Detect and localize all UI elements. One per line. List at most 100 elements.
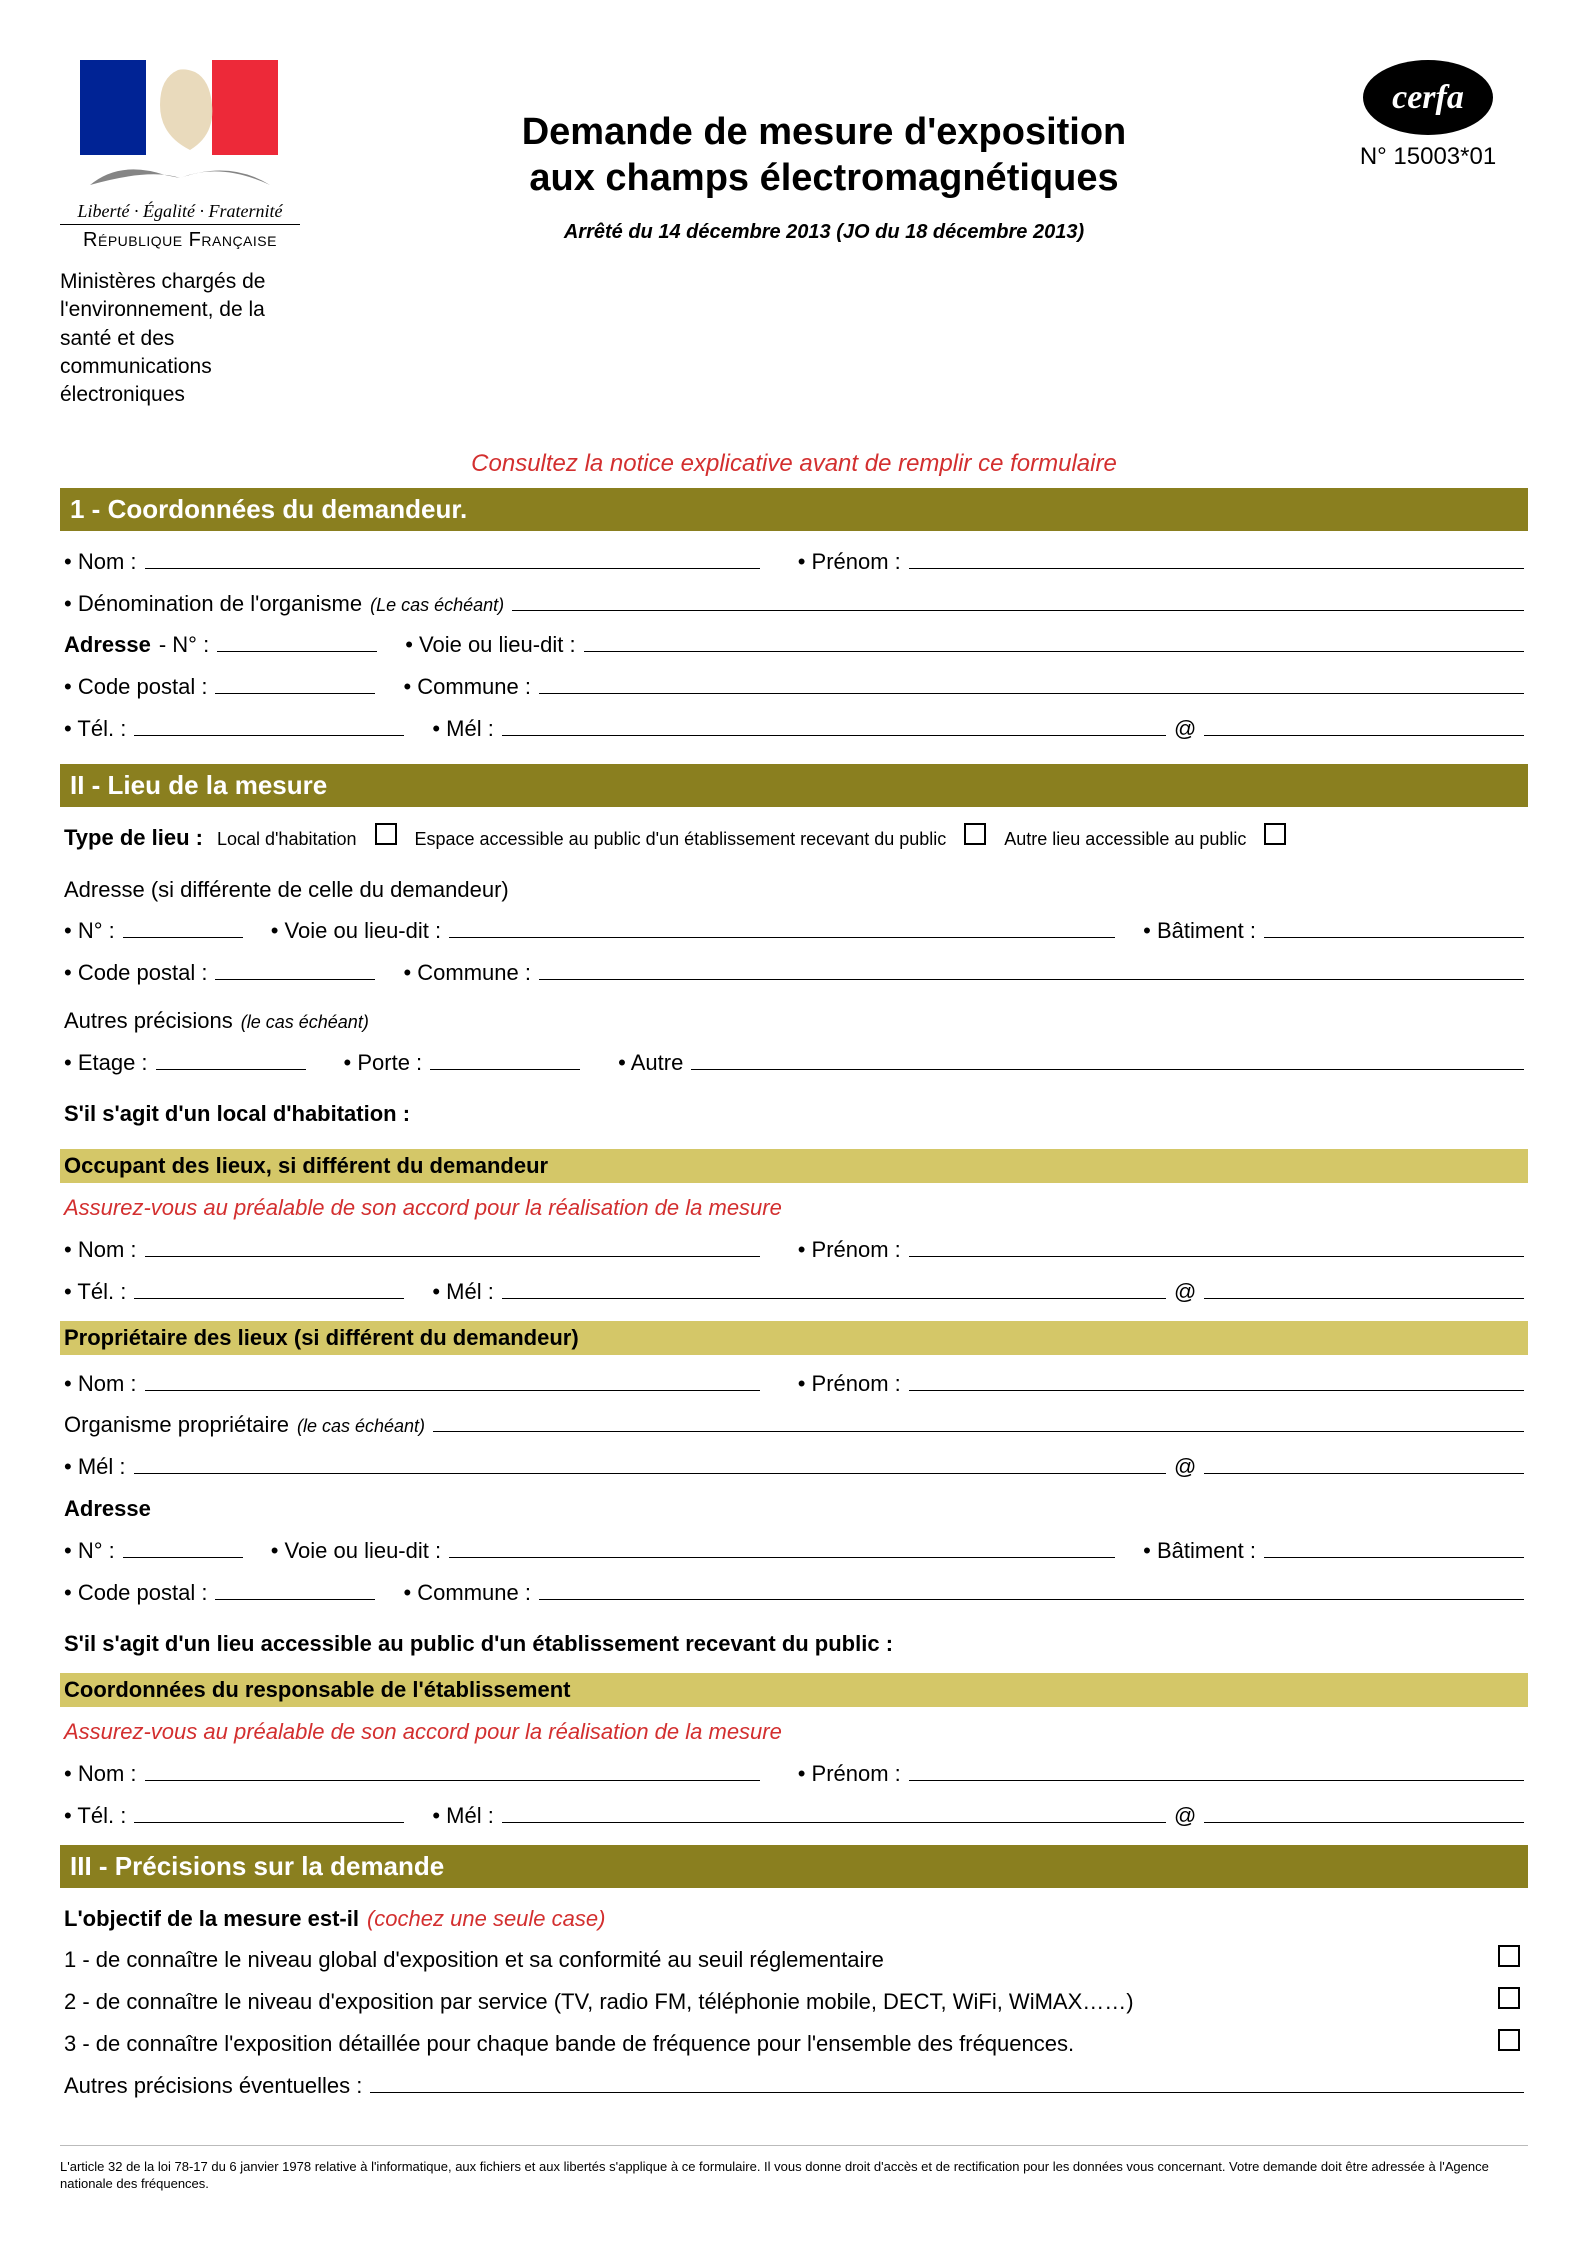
s2-occ-nom-label: • Nom : [64, 1229, 137, 1271]
s2-type-opt2: Espace accessible au public d'un établis… [415, 822, 947, 856]
s2-n-field[interactable] [123, 914, 243, 938]
s1-mel-domain-field[interactable] [1204, 712, 1524, 736]
section1-header: 1 - Coordonnées du demandeur. [60, 488, 1528, 531]
s1-prenom-label: • Prénom : [798, 541, 901, 583]
s2-voie-label: • Voie ou lieu-dit : [271, 910, 441, 952]
s2-commune-label: • Commune : [403, 952, 531, 994]
s1-mel-label: • Mél : [432, 708, 494, 750]
s2-autre-label: • Autre [618, 1042, 683, 1084]
s2-resp-tel-field[interactable] [134, 1799, 404, 1823]
title-column: Demande de mesure d'exposition aux champ… [350, 60, 1298, 244]
s2-occ-prenom-field[interactable] [909, 1233, 1524, 1257]
s2-if-erp: S'il s'agit d'un lieu accessible au publ… [64, 1623, 893, 1665]
s3-opt3: 3 - de connaître l'exposition détaillée … [64, 2023, 1486, 2065]
s2-prop-prenom-label: • Prénom : [798, 1363, 901, 1405]
s2-if-habitation: S'il s'agit d'un local d'habitation : [64, 1093, 410, 1135]
s1-adresse-label: Adresse [64, 624, 151, 666]
s2-prop-cp-field[interactable] [215, 1575, 375, 1599]
s2-resp-nom-field[interactable] [145, 1757, 760, 1781]
s1-prenom-field[interactable] [909, 545, 1524, 569]
cerfa-column: cerfa N° 15003*01 [1328, 60, 1528, 171]
s2-accord2: Assurez-vous au préalable de son accord … [64, 1711, 1524, 1753]
s3-autres-field[interactable] [370, 2069, 1524, 2093]
s2-type-chk2[interactable] [964, 823, 986, 845]
cerfa-number: N° 15003*01 [1328, 143, 1528, 171]
s2-porte-field[interactable] [430, 1046, 580, 1070]
s2-prop-bat-field[interactable] [1264, 1534, 1524, 1558]
s2-resp-nom-label: • Nom : [64, 1753, 137, 1795]
s2-type-opt3: Autre lieu accessible au public [1004, 822, 1246, 856]
s2-org-hint: (le cas échéant) [297, 1409, 425, 1443]
s1-tel-field[interactable] [134, 712, 404, 736]
s2-occ-mel-domain[interactable] [1204, 1275, 1524, 1299]
s3-chk3[interactable] [1498, 2029, 1520, 2051]
s2-resp-mel-domain[interactable] [1204, 1799, 1524, 1823]
s1-mel-field[interactable] [502, 712, 1166, 736]
section3-header: III - Précisions sur la demande [60, 1845, 1528, 1888]
s2-prop-at: @ [1174, 1446, 1196, 1488]
motto-text: Liberté · Égalité · Fraternité [60, 201, 300, 222]
s1-n-field[interactable] [217, 628, 377, 652]
s1-commune-field[interactable] [539, 670, 1524, 694]
s2-type-label: Type de lieu : [64, 817, 203, 859]
rf-logo [60, 60, 300, 190]
ministries-text: Ministères chargés de l'environnement, d… [60, 268, 320, 410]
s1-commune-label: • Commune : [403, 666, 531, 708]
s2-prop-cp-label: • Code postal : [64, 1572, 207, 1614]
s2-occ-mel-field[interactable] [502, 1275, 1166, 1299]
s2-prop-mel-domain[interactable] [1204, 1450, 1524, 1474]
s2-prop-bat-label: • Bâtiment : [1143, 1530, 1256, 1572]
s2-occ-tel-field[interactable] [134, 1275, 404, 1299]
s1-cp-field[interactable] [215, 670, 375, 694]
s2-prop-voie-label: • Voie ou lieu-dit : [271, 1530, 441, 1572]
s2-addr-diff: Adresse (si différente de celle du deman… [64, 869, 509, 911]
s2-etage-field[interactable] [156, 1046, 306, 1070]
s1-voie-field[interactable] [584, 628, 1524, 652]
logo-column: Liberté · Égalité · Fraternité Républiqu… [60, 60, 320, 410]
section3-body: L'objectif de la mesure est-il (cochez u… [60, 1888, 1528, 2121]
s1-at: @ [1174, 708, 1196, 750]
section1-body: • Nom : • Prénom : • Dénomination de l'o… [60, 531, 1528, 764]
s2-prop-mel-label: • Mél : [64, 1446, 126, 1488]
s2-prop-nom-field[interactable] [145, 1366, 760, 1390]
subtitle: Arrêté du 14 décembre 2013 (JO du 18 déc… [350, 221, 1298, 244]
s2-voie-field[interactable] [449, 914, 1115, 938]
s2-cp-field[interactable] [215, 956, 375, 980]
s2-prop-voie-field[interactable] [449, 1534, 1115, 1558]
s1-denom-field[interactable] [512, 586, 1524, 610]
s2-prop-prenom-field[interactable] [909, 1366, 1524, 1390]
s2-autres-prec: Autres précisions [64, 1000, 233, 1042]
s2-resp-mel-field[interactable] [502, 1799, 1166, 1823]
section2-body: Type de lieu : Local d'habitation Espace… [60, 807, 1528, 1150]
s2-prop-mel-field[interactable] [134, 1450, 1166, 1474]
s1-nom-field[interactable] [145, 545, 760, 569]
s1-voie-label: • Voie ou lieu-dit : [405, 624, 575, 666]
s2-autre-field[interactable] [691, 1046, 1524, 1070]
s3-autres: Autres précisions éventuelles : [64, 2065, 362, 2107]
s2-resp-mel-label: • Mél : [432, 1795, 494, 1837]
s2-resp-prenom-field[interactable] [909, 1757, 1524, 1781]
s2-resp-tel-label: • Tél. : [64, 1795, 126, 1837]
s2-occ-nom-field[interactable] [145, 1233, 760, 1257]
s2-occ-prenom-label: • Prénom : [798, 1229, 901, 1271]
s2-occupant-body: Assurez-vous au préalable de son accord … [60, 1183, 1528, 1320]
s3-opt1: 1 - de connaître le niveau global d'expo… [64, 1939, 1486, 1981]
s2-prop-n-label: • N° : [64, 1530, 115, 1572]
s2-type-chk3[interactable] [1264, 823, 1286, 845]
s2-bat-field[interactable] [1264, 914, 1524, 938]
s2-accord1: Assurez-vous au préalable de son accord … [64, 1187, 1524, 1229]
s2-prop-commune-field[interactable] [539, 1575, 1524, 1599]
s2-occ-tel-label: • Tél. : [64, 1271, 126, 1313]
s3-chk2[interactable] [1498, 1987, 1520, 2009]
s2-org-label: Organisme propriétaire [64, 1404, 289, 1446]
s2-org-field[interactable] [433, 1408, 1524, 1432]
notice-line: Consultez la notice explicative avant de… [60, 450, 1528, 478]
s1-denom-label: • Dénomination de l'organisme [64, 583, 362, 625]
s3-chk1[interactable] [1498, 1945, 1520, 1967]
s2-etage-label: • Etage : [64, 1042, 148, 1084]
s2-prop-n-field[interactable] [123, 1534, 243, 1558]
s2-commune-field[interactable] [539, 956, 1524, 980]
s2-type-chk1[interactable] [375, 823, 397, 845]
s2-resp-at: @ [1174, 1795, 1196, 1837]
footer-divider [60, 2145, 1528, 2146]
